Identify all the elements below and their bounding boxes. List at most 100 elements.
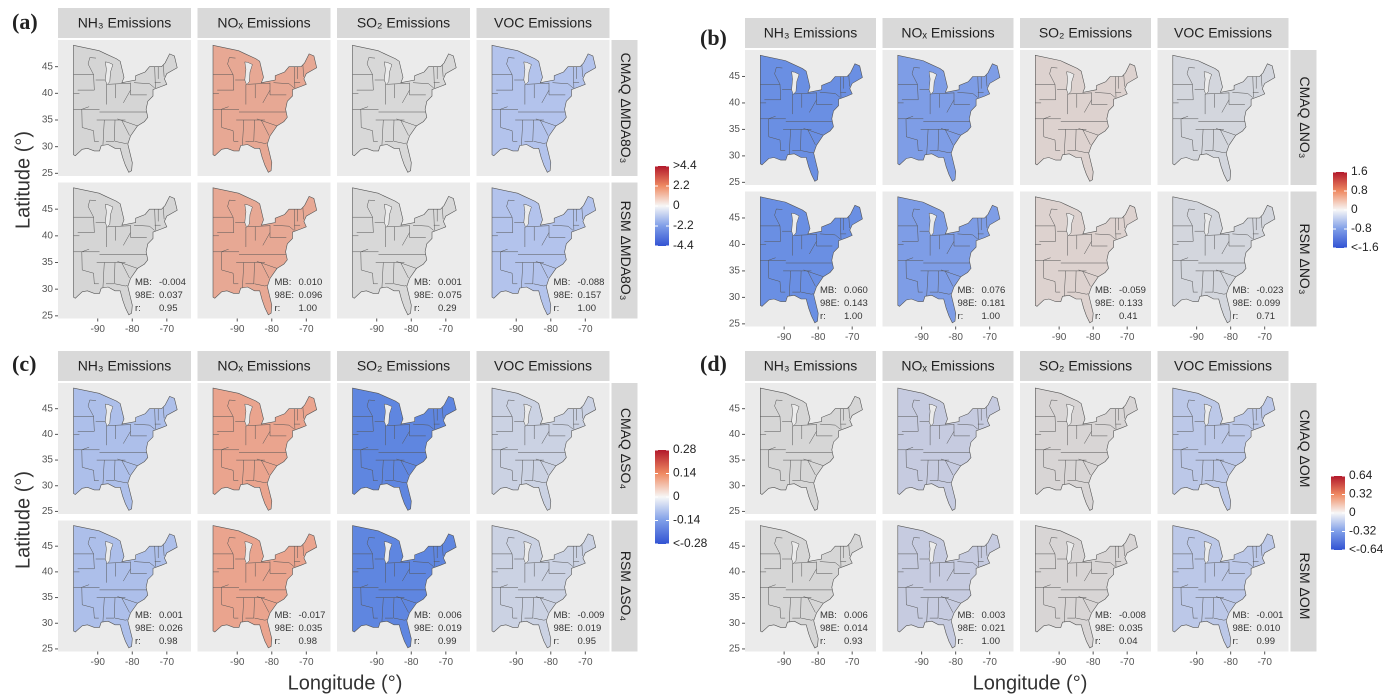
- state-border: [1215, 458, 1236, 466]
- state-border: [533, 283, 546, 287]
- state-border: [1039, 225, 1056, 242]
- state-border: [496, 217, 514, 233]
- state-border: [254, 617, 267, 621]
- state-border: [1115, 76, 1117, 98]
- state-border: [848, 407, 850, 419]
- row-strip: [1290, 383, 1317, 514]
- state-border: [102, 119, 105, 146]
- state-border: [533, 141, 546, 144]
- stat-value: 0.019: [578, 623, 602, 634]
- stat-value: 0.019: [438, 623, 462, 634]
- state-border: [1215, 596, 1236, 604]
- x-tick-label: -90: [1052, 657, 1067, 668]
- state-border: [977, 76, 979, 98]
- state-border: [533, 480, 546, 483]
- colorbar: [655, 450, 669, 544]
- colorbar-tick-label: -4.4: [673, 238, 694, 252]
- stat-label: r:: [135, 636, 141, 647]
- lake: [105, 61, 114, 86]
- state-border: [93, 470, 99, 481]
- x-tick-label: -80: [948, 332, 963, 343]
- state-border: [926, 597, 929, 623]
- state-border: [1069, 561, 1092, 564]
- lake: [384, 403, 393, 427]
- stat-label: 98E:: [1233, 623, 1253, 634]
- state-border: [548, 82, 566, 96]
- state-border: [929, 270, 939, 293]
- stat-label: 98E:: [820, 298, 840, 309]
- state-border: [946, 431, 955, 444]
- state-border: [1084, 241, 1092, 255]
- stat-value: 0.93: [844, 636, 863, 647]
- state-border: [1078, 458, 1099, 466]
- state-border: [163, 407, 165, 419]
- state-border: [433, 408, 435, 430]
- state-border: [381, 597, 384, 623]
- stat-value: -0.008: [1119, 610, 1146, 621]
- state-border: [293, 408, 296, 430]
- state-border: [360, 251, 373, 274]
- state-border: [511, 273, 518, 285]
- stat-value: 0.157: [578, 290, 602, 301]
- state-border: [803, 269, 824, 277]
- stat-label: 98E:: [1233, 298, 1253, 309]
- state-border: [1180, 587, 1193, 609]
- state-border: [500, 446, 508, 451]
- y-tick-label: 35: [42, 592, 54, 603]
- y-tick-label: 45: [42, 541, 54, 552]
- stat-value: 1.00: [299, 303, 318, 314]
- state-border: [1063, 129, 1066, 155]
- state-border: [245, 119, 255, 142]
- state-border: [1204, 460, 1214, 481]
- lake: [244, 541, 253, 565]
- lake: [244, 61, 253, 86]
- y-tick-label: 35: [729, 266, 741, 277]
- state-border: [1215, 128, 1236, 136]
- state-border: [433, 546, 435, 567]
- state-border: [1192, 607, 1198, 619]
- facet-title: SO₂ Emissions: [1039, 25, 1132, 41]
- state-border: [1043, 446, 1051, 451]
- x-tick-label: -80: [125, 324, 140, 335]
- state-border: [500, 106, 508, 110]
- state-border: [1082, 270, 1091, 287]
- lake: [105, 403, 114, 427]
- stat-value: -0.009: [578, 610, 605, 621]
- state-border: [506, 399, 515, 417]
- state-border: [944, 129, 954, 145]
- state-border: [779, 139, 786, 151]
- state-border: [1180, 115, 1189, 120]
- stat-value: 0.021: [982, 623, 1006, 634]
- state-border: [1215, 269, 1236, 277]
- facet-header: [58, 8, 191, 38]
- state-border: [977, 408, 979, 430]
- state-border: [929, 597, 939, 619]
- row-strip: [611, 383, 638, 514]
- state-border: [1091, 424, 1108, 437]
- state-border: [539, 597, 549, 613]
- state-border: [521, 460, 524, 485]
- state-border: [130, 225, 147, 238]
- state-border: [154, 546, 156, 567]
- row-strip: [611, 182, 638, 319]
- state-border: [247, 225, 271, 228]
- state-border: [227, 399, 236, 417]
- state-border: [242, 262, 245, 289]
- panel-label: (d): [700, 351, 727, 376]
- state-border: [506, 199, 515, 218]
- facet-header: [337, 8, 470, 38]
- stat-label: 98E:: [135, 290, 155, 301]
- state-border: [1221, 568, 1230, 582]
- state-border: [764, 416, 781, 432]
- state-border: [242, 597, 245, 623]
- facet-header: [197, 351, 331, 381]
- stat-label: 98E:: [554, 623, 574, 634]
- state-border: [254, 283, 267, 287]
- state-border: [905, 587, 918, 609]
- stat-label: MB:: [414, 610, 431, 621]
- lake: [1066, 212, 1075, 237]
- state-border: [1228, 424, 1245, 437]
- state-border: [412, 423, 434, 430]
- state-border: [1115, 217, 1117, 240]
- state-border: [768, 446, 776, 451]
